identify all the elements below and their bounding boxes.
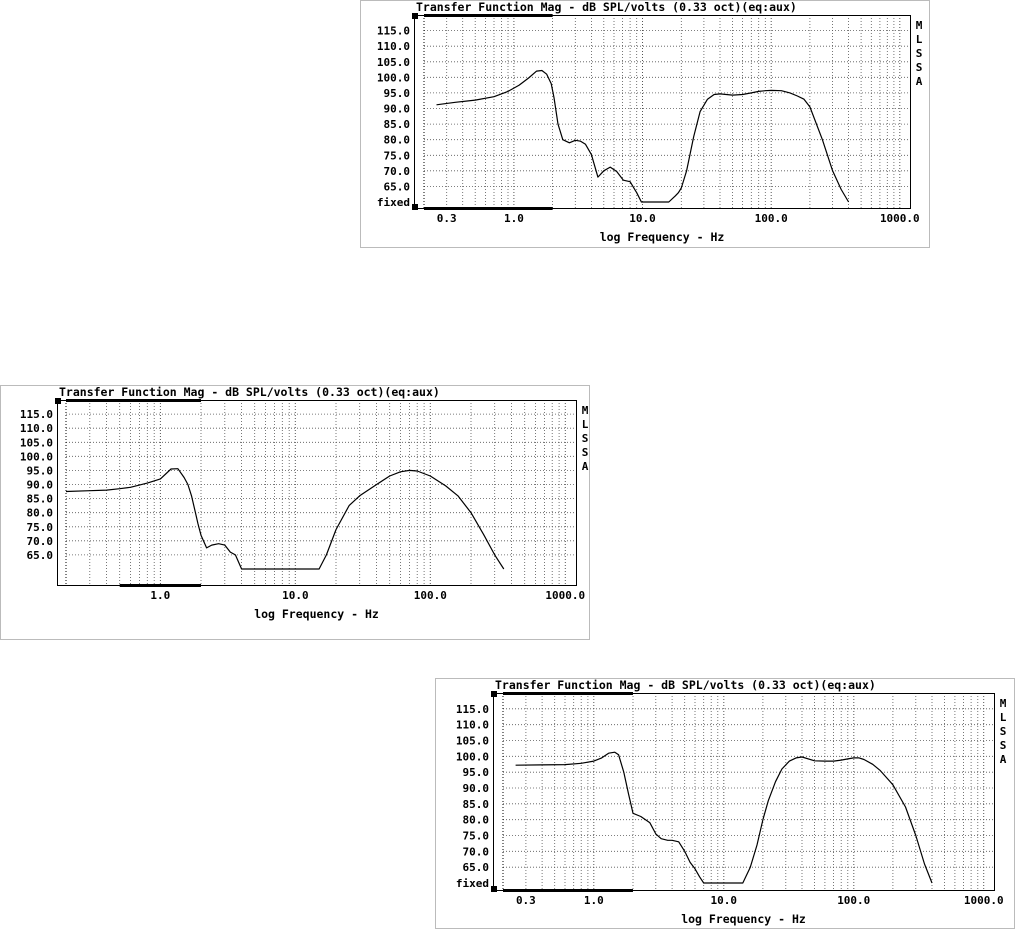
y-tick-label: 115.0 [456, 703, 489, 716]
y-tick-label: 105.0 [20, 436, 53, 449]
y-tick-label: 70.0 [27, 535, 54, 548]
side-label-letter: S [1000, 739, 1007, 752]
y-tick-label: 75.0 [27, 521, 54, 534]
y-tick-label: 90.0 [27, 479, 54, 492]
side-label-letter: S [1000, 725, 1007, 738]
y-tick-label: 110.0 [377, 40, 410, 53]
y-tick-label: 95.0 [27, 464, 54, 477]
series-line [66, 468, 505, 570]
series-line [436, 69, 850, 203]
x-axis-label: log Frequency - Hz [600, 230, 725, 244]
corner-marker [491, 691, 497, 697]
y-tick-label: 115.0 [20, 408, 53, 421]
x-tick-label: 1000.0 [545, 589, 585, 602]
y-tick-label: 100.0 [456, 750, 489, 763]
plot-frame [57, 400, 577, 586]
y-tick-label: 85.0 [463, 798, 490, 811]
y-tick-label: 105.0 [456, 735, 489, 748]
side-label-letter: M [582, 404, 589, 417]
corner-marker [55, 398, 61, 404]
x-axis-label: log Frequency - Hz [254, 607, 379, 621]
y-tick-label: 115.0 [377, 25, 410, 38]
chart-panel-3: Transfer Function Mag - dB SPL/volts (0.… [435, 678, 1015, 929]
panel-edge [0, 385, 590, 640]
corner-marker [412, 204, 418, 210]
x-tick-label: 100.0 [755, 212, 788, 225]
plot-frame [414, 15, 911, 209]
y-tick-label: 90.0 [463, 782, 490, 795]
side-label-letter: S [916, 47, 923, 60]
corner-marker [412, 13, 418, 19]
y-tick-label: 75.0 [384, 149, 411, 162]
y-tick-label: 110.0 [456, 719, 489, 732]
chart-title: Transfer Function Mag - dB SPL/volts (0.… [416, 0, 797, 14]
series-line [515, 751, 933, 884]
y-tick-label: 70.0 [463, 845, 490, 858]
y-tick-label: 85.0 [384, 118, 411, 131]
y-tick-label: 105.0 [377, 56, 410, 69]
y-tick-label: 95.0 [384, 87, 411, 100]
side-label-letter: S [582, 432, 589, 445]
side-label-letter: A [582, 460, 589, 473]
side-label-letter: L [916, 33, 923, 46]
chart-title: Transfer Function Mag - dB SPL/volts (0.… [495, 678, 876, 692]
panel-edge [360, 0, 930, 248]
side-label-letter: A [916, 75, 923, 88]
y-tick-label: 65.0 [384, 180, 411, 193]
side-label-letter: S [582, 446, 589, 459]
x-tick-label: 0.3 [437, 212, 457, 225]
x-tick-label: 10.0 [629, 212, 656, 225]
series-group [436, 69, 850, 203]
y-tick-label: 65.0 [463, 861, 490, 874]
corner-marker [491, 886, 497, 892]
y-tick-label: 65.0 [27, 549, 54, 562]
y-tick-label: fixed [377, 196, 410, 209]
x-tick-label: 100.0 [414, 589, 447, 602]
y-tick-label: 90.0 [384, 103, 411, 116]
x-tick-label: 1.0 [584, 894, 604, 907]
side-label-letter: M [916, 19, 923, 32]
x-tick-label: 10.0 [711, 894, 738, 907]
y-tick-label: 80.0 [463, 814, 490, 827]
x-tick-label: 1.0 [150, 589, 170, 602]
y-tick-label: 100.0 [377, 71, 410, 84]
y-tick-label: 85.0 [27, 493, 54, 506]
side-label-letter: L [1000, 711, 1007, 724]
x-tick-label: 10.0 [282, 589, 309, 602]
y-tick-label: 100.0 [20, 450, 53, 463]
y-tick-label: 80.0 [27, 507, 54, 520]
y-tick-label: 95.0 [463, 766, 490, 779]
range-bar-top [503, 692, 633, 695]
y-tick-label: 110.0 [20, 422, 53, 435]
chart-panel-2: Transfer Function Mag - dB SPL/volts (0.… [0, 385, 590, 640]
side-label-letter: A [1000, 753, 1007, 766]
range-bar-bottom [119, 584, 201, 587]
range-bar-top [66, 399, 201, 402]
chart-title: Transfer Function Mag - dB SPL/volts (0.… [59, 385, 440, 399]
side-label-letter: S [916, 61, 923, 74]
x-tick-label: 1000.0 [880, 212, 920, 225]
grid [66, 400, 576, 585]
range-bar-bottom [503, 889, 633, 892]
grid [503, 693, 994, 890]
series-group [66, 468, 505, 570]
y-tick-label: 70.0 [384, 165, 411, 178]
range-bar-bottom [424, 207, 553, 210]
x-tick-label: 0.3 [516, 894, 536, 907]
x-tick-label: 1000.0 [964, 894, 1004, 907]
y-tick-label: fixed [456, 877, 489, 890]
grid [424, 15, 910, 208]
x-tick-label: 1.0 [504, 212, 524, 225]
chart-panel-1: Transfer Function Mag - dB SPL/volts (0.… [360, 0, 930, 248]
x-axis-label: log Frequency - Hz [681, 912, 806, 926]
range-bar-top [424, 14, 553, 17]
side-label-letter: M [1000, 697, 1007, 710]
y-tick-label: 80.0 [384, 134, 411, 147]
x-tick-label: 100.0 [837, 894, 870, 907]
plot-frame [493, 693, 995, 891]
side-label-letter: L [582, 418, 589, 431]
y-tick-label: 75.0 [463, 830, 490, 843]
series-group [515, 751, 933, 884]
